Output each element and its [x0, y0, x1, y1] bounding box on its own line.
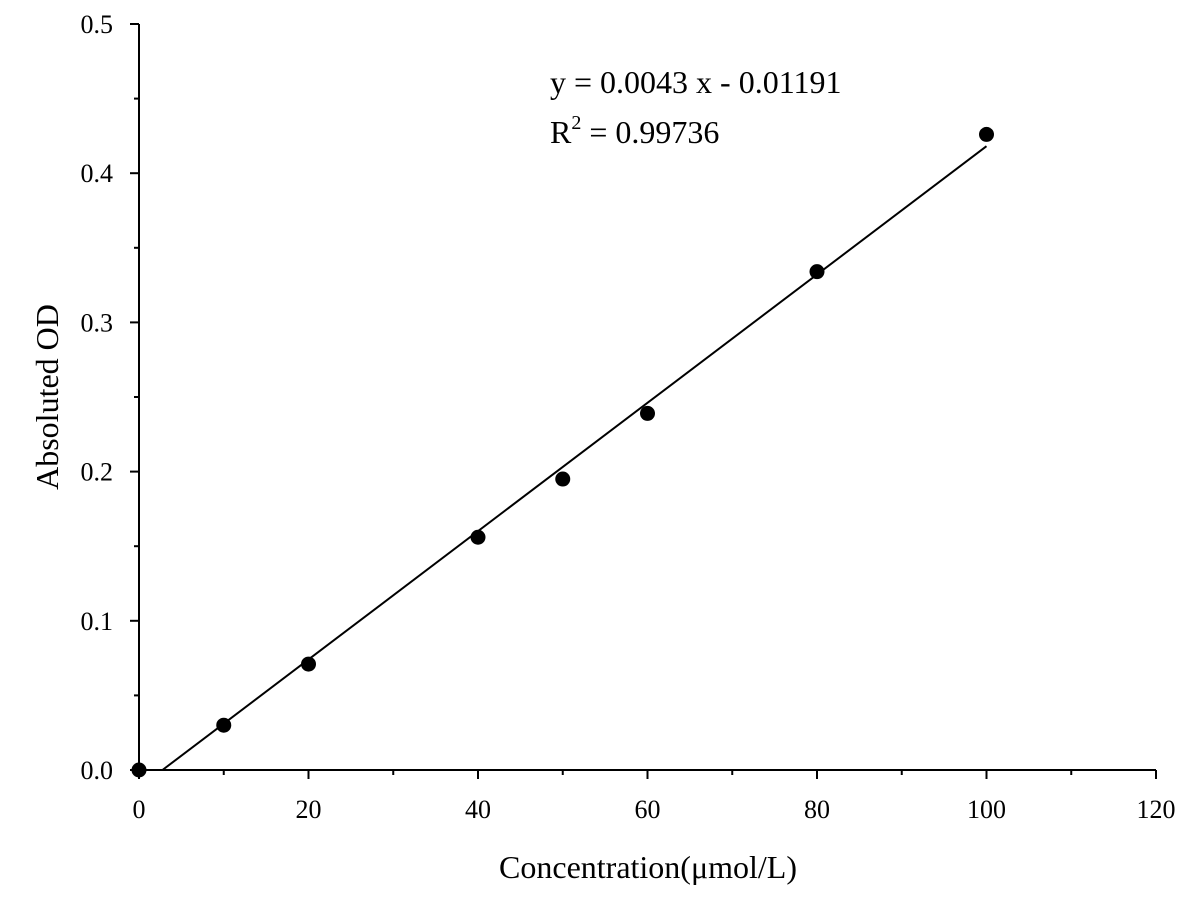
x-tick-label: 20 [296, 795, 322, 824]
y-tick-label: 0.1 [81, 607, 114, 636]
data-point [640, 405, 655, 421]
y-tick-label: 0.5 [81, 10, 114, 39]
data-point [979, 126, 994, 142]
x-axis-title: Concentration(μmol/L) [499, 849, 797, 885]
r-squared-prefix: R [550, 114, 572, 150]
ticks: 0 20 40 60 80 100 120 0.0 0.1 0.2 0.3 0.4 0.5 [81, 10, 1176, 824]
data-point [555, 471, 571, 487]
y-tick-label: 0.0 [81, 756, 114, 785]
y-tick-label: 0.3 [81, 308, 114, 337]
x-tick-label: 120 [1137, 795, 1176, 824]
r-squared-superscript: 2 [571, 112, 581, 134]
data-points [131, 126, 994, 778]
equation-annotation: y = 0.0043 x - 0.01191 [550, 64, 842, 100]
fit-line [161, 145, 988, 771]
x-tick-label: 100 [967, 795, 1006, 824]
fit-line-group [161, 145, 988, 771]
x-tick-label: 60 [635, 795, 661, 824]
y-tick-label: 0.2 [81, 458, 114, 487]
x-tick-label: 40 [465, 795, 491, 824]
data-point [470, 529, 486, 545]
data-point [131, 762, 147, 778]
x-tick-label: 0 [133, 795, 146, 824]
data-point [216, 717, 232, 733]
data-point [809, 264, 825, 280]
r-squared-value: = 0.99736 [581, 114, 719, 150]
x-tick-label: 80 [804, 795, 830, 824]
r-squared-annotation: R2 = 0.99736 [550, 112, 719, 150]
y-axis-title: Absoluted OD [29, 304, 65, 490]
data-point [301, 656, 316, 672]
y-tick-label: 0.4 [81, 159, 114, 188]
